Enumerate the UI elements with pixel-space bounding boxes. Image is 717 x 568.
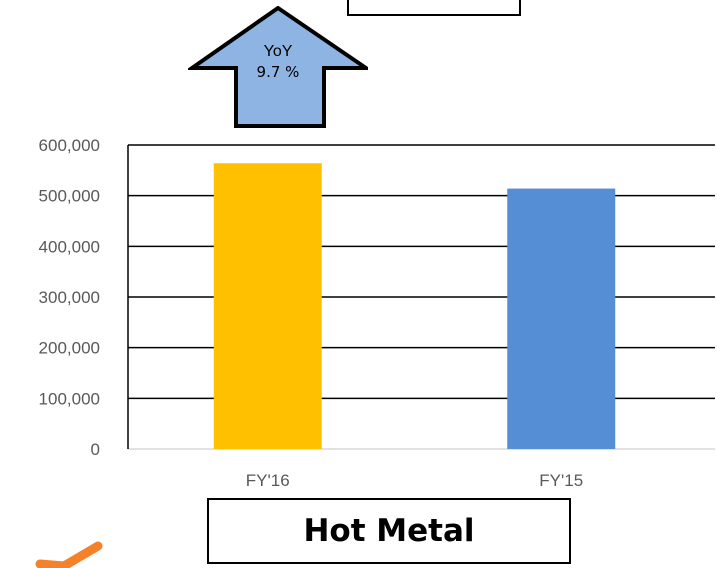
bar-fy15 [507,188,616,449]
up-arrow-icon [188,6,368,128]
bars [213,163,616,450]
checkmark-icon [35,541,103,568]
header-box [347,0,521,16]
yoy-callout: YoY 9.7 % [237,42,319,82]
y-tick-label: 200,000 [39,339,100,358]
y-tick-label: 600,000 [39,136,100,155]
bar-fy16 [213,163,322,450]
y-tick-label: 0 [91,440,100,459]
x-tick-label: FY'15 [539,471,583,490]
chart-title: Hot Metal [303,513,475,549]
yoy-label: YoY [263,43,293,60]
chart-title-box: Hot Metal [207,498,571,564]
y-axis-tick-labels: 0 100,000 200,000 300,000 400,000 500,000 600,… [39,136,100,459]
x-tick-label: FY'16 [246,471,290,490]
yoy-value: 9.7 % [256,63,300,81]
y-tick-label: 500,000 [39,187,100,206]
y-tick-label: 300,000 [39,288,100,307]
bar-chart: 0 100,000 200,000 300,000 400,000 500,000 600,… [39,136,715,490]
x-axis-tick-labels: FY'16 FY'15 [246,471,583,490]
y-tick-label: 400,000 [39,237,100,256]
y-tick-label: 100,000 [39,389,100,408]
